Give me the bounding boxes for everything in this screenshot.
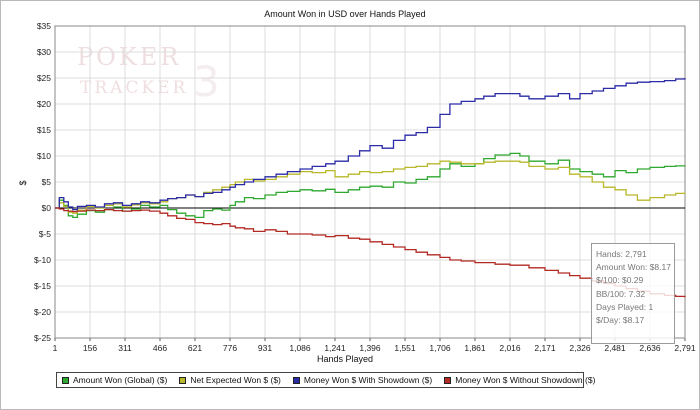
series-layer <box>55 78 686 298</box>
y-tick-label: $10 <box>37 151 51 161</box>
y-tick-label: $-10 <box>34 255 51 265</box>
x-tick-label: 311 <box>118 343 132 353</box>
stat-per-day: $/Day: $8.17 <box>596 315 645 326</box>
y-tick-label: $35 <box>37 21 51 31</box>
x-tick-label: 2,326 <box>569 343 591 353</box>
legend-item-net-expected: Net Expected Won $ ($) <box>179 375 281 385</box>
legend-swatch <box>292 376 300 384</box>
stat-amount-won: Amount Won: $8.17 <box>596 262 671 273</box>
y-tick-label: $-20 <box>34 307 51 317</box>
stat-hands: Hands: 2,791 <box>596 249 647 259</box>
legend-swatch <box>179 376 187 384</box>
y-axis-title: $ <box>18 180 28 185</box>
series-line-1 <box>55 160 686 214</box>
x-tick-label: 1,706 <box>429 343 451 353</box>
series-line-2 <box>55 78 686 211</box>
x-tick-label: 1,241 <box>324 343 346 353</box>
x-tick-label: 1 <box>53 343 58 353</box>
y-tick-label: $-25 <box>34 333 51 343</box>
y-tick-label: $25 <box>37 73 51 83</box>
y-tick-label: $0 <box>42 203 52 213</box>
x-tick-label: 2,481 <box>604 343 626 353</box>
legend-swatch <box>62 376 69 384</box>
legend-item-without-showdown: Money Won $ Without Showdown ($) <box>444 375 595 385</box>
legend-item-amount-won: Amount Won (Global) ($) <box>62 375 167 385</box>
x-tick-label: 2,636 <box>639 343 661 353</box>
legend-swatch <box>444 376 452 384</box>
x-tick-label: 2,171 <box>534 343 556 353</box>
x-tick-label: 1,551 <box>394 343 416 353</box>
x-axis-title: Hands Played <box>317 354 373 364</box>
y-tick-label: $20 <box>37 99 51 109</box>
legend-label: Net Expected Won $ ($) <box>190 375 281 385</box>
plot-border <box>54 25 686 339</box>
legend-label: Amount Won (Global) ($) <box>73 375 168 385</box>
stats-tooltip: Hands: 2,791 Amount Won: $8.17 $/100: $0… <box>591 243 675 344</box>
x-tick-label: 1,086 <box>289 343 311 353</box>
x-tick-label: 466 <box>153 343 167 353</box>
labels: Amount Won in USD over Hands Played Hand… <box>18 9 426 364</box>
axes: $35 $30 $25 $20 $15 $10 $5 $0 $-5 $-10 $-15 $-20 $-2… <box>34 21 696 353</box>
watermark-numeral: 3 <box>193 57 220 106</box>
x-tick-label: 621 <box>188 343 202 353</box>
y-tick-label: $-5 <box>39 229 52 239</box>
x-tick-label: 1,861 <box>464 343 486 353</box>
y-tick-label: $5 <box>42 177 52 187</box>
legend: Amount Won (Global) ($) Net Expected Won… <box>56 372 595 388</box>
x-tick-label: 2,791 <box>674 343 696 353</box>
legend-label: Money Won $ With Showdown ($) <box>303 375 433 385</box>
x-tick-label: 776 <box>223 343 237 353</box>
watermark-poker: POKER <box>77 43 181 71</box>
y-tick-label: $15 <box>37 125 51 135</box>
legend-item-with-showdown: Money Won $ With Showdown ($) <box>292 375 433 385</box>
x-tick-label: 931 <box>258 343 272 353</box>
x-tick-label: 156 <box>83 343 97 353</box>
stat-per-100: $/100: $0.29 <box>596 275 644 286</box>
y-tick-label: $-15 <box>34 281 51 291</box>
stat-bb-per-100: BB/100: 7.32 <box>596 288 646 299</box>
watermark-tracker: TRACKER <box>80 78 188 98</box>
watermark: POKER TRACKER 3 <box>77 43 220 106</box>
x-tick-label: 1,396 <box>359 343 381 353</box>
legend-label: Money Won $ Without Showdown ($) <box>455 375 596 385</box>
chart-title: Amount Won in USD over Hands Played <box>264 9 425 19</box>
x-tick-label: 2,016 <box>499 343 521 353</box>
y-tick-label: $30 <box>37 47 51 57</box>
series-line-3 <box>55 207 686 298</box>
stat-days-played: Days Played: 1 <box>596 301 654 312</box>
